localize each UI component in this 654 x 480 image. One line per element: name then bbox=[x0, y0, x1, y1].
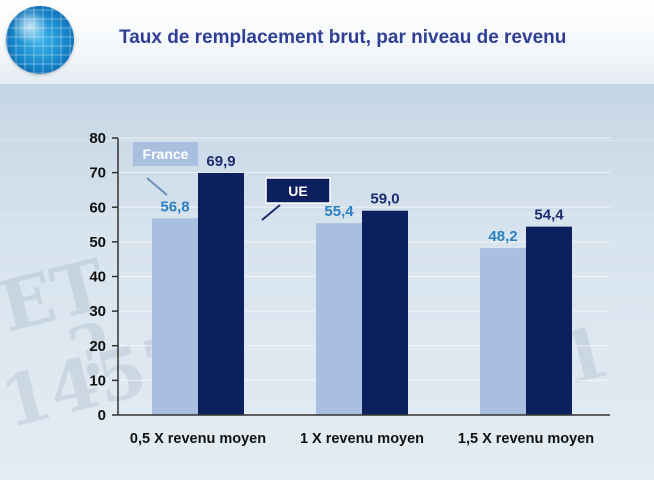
bar-ue bbox=[362, 210, 408, 415]
x-category-label: 1 X revenu moyen bbox=[300, 431, 424, 447]
bar-france bbox=[316, 223, 362, 415]
x-category-label: 1,5 X revenu moyen bbox=[458, 431, 594, 447]
data-label: 48,2 bbox=[488, 228, 517, 245]
background-decoration bbox=[0, 214, 654, 215]
bar-ue bbox=[198, 172, 244, 415]
y-tick-label: 10 bbox=[89, 372, 106, 389]
y-tick-label: 50 bbox=[89, 234, 106, 251]
legend-france-box bbox=[133, 142, 198, 166]
y-tick-label: 0 bbox=[98, 407, 106, 424]
x-category-label: 0,5 X revenu moyen bbox=[130, 431, 266, 447]
chart-title: Taux de remplacement brut, par niveau de… bbox=[119, 27, 567, 48]
legend-ue-pointer bbox=[261, 204, 281, 221]
bar-france bbox=[480, 248, 526, 415]
legend-ue: UE bbox=[261, 177, 331, 221]
legend-france-pointer bbox=[146, 177, 168, 196]
data-label: 59,0 bbox=[370, 191, 399, 208]
data-label: 55,4 bbox=[324, 203, 354, 220]
globe-logo bbox=[6, 6, 74, 74]
data-label: 56,8 bbox=[160, 198, 189, 215]
y-tick-label: 40 bbox=[89, 269, 106, 286]
background-decoration bbox=[0, 140, 654, 141]
y-tick-label: 60 bbox=[89, 199, 106, 216]
y-tick-label: 80 bbox=[89, 130, 106, 147]
bar-ue bbox=[526, 226, 572, 415]
legend-ue-label: UE bbox=[288, 183, 307, 199]
data-label: 54,4 bbox=[534, 207, 564, 224]
bar-france bbox=[152, 218, 198, 415]
header: Taux de remplacement brut, par niveau de… bbox=[0, 0, 654, 85]
legend-france: France bbox=[133, 142, 198, 196]
legend-france-label: France bbox=[143, 146, 189, 162]
data-label: 69,9 bbox=[206, 153, 235, 170]
y-tick-label: 20 bbox=[89, 338, 106, 355]
legend-ue-box bbox=[265, 177, 331, 204]
y-tick-label: 30 bbox=[89, 303, 106, 320]
y-tick-label: 70 bbox=[89, 165, 106, 182]
